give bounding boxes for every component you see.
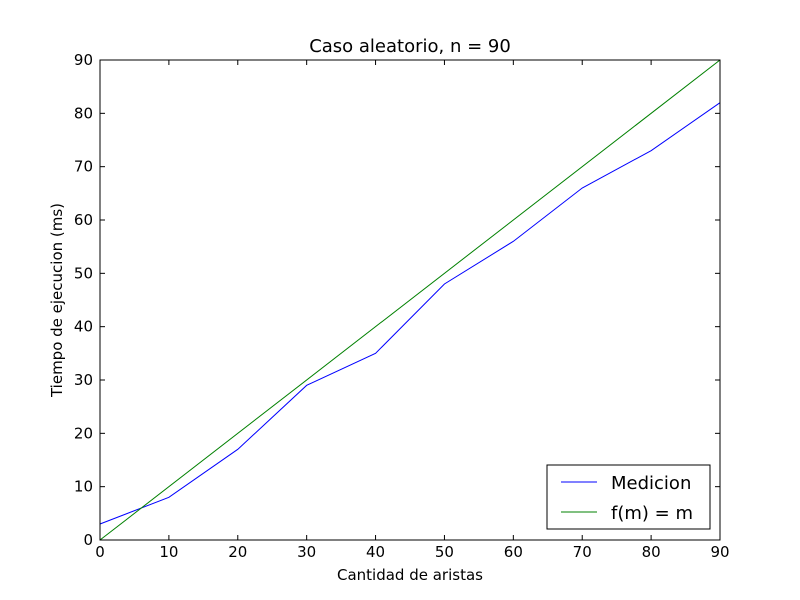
chart-title: Caso aleatorio, n = 90: [309, 36, 511, 57]
legend: Medicion f(m) = m: [546, 464, 711, 530]
x-axis-label: Cantidad de aristas: [337, 566, 483, 584]
legend-label-f-m: f(m) = m: [611, 503, 693, 524]
x-tick-label: 90: [710, 543, 729, 561]
x-tick-label: 0: [95, 543, 105, 561]
x-tick-label: 30: [297, 543, 316, 561]
y-tick-label: 50: [74, 264, 93, 282]
y-tick-label: 80: [74, 104, 93, 122]
series-layer: [99, 59, 721, 541]
y-tick-label: 20: [74, 424, 93, 442]
x-tick-label: 60: [504, 543, 523, 561]
y-tick-label: 60: [74, 211, 93, 229]
x-tick-label: 70: [573, 543, 592, 561]
y-tick-label: 40: [74, 318, 93, 336]
legend-box: [546, 464, 711, 530]
x-tick-label: 80: [642, 543, 661, 561]
series-line-0: [99, 102, 721, 525]
x-tick-label: 20: [228, 543, 247, 561]
legend-label-medicion: Medicion: [611, 473, 691, 494]
y-tick-label: 70: [74, 158, 93, 176]
x-tick-label: 10: [159, 543, 178, 561]
series-line-1: [99, 59, 721, 541]
ticks-layer: 0 10 20 30 40 50 60 70 80 90 0 10 20 30 40 50 60 70 80 90: [74, 51, 730, 561]
y-axis-label: Tiempo de ejecucion (ms): [48, 203, 66, 398]
y-tick-label: 0: [83, 531, 93, 549]
x-tick-label: 50: [435, 543, 454, 561]
y-tick-label: 90: [74, 51, 93, 69]
y-tick-label: 10: [74, 478, 93, 496]
plot-frame: [99, 59, 721, 541]
y-tick-label: 30: [74, 371, 93, 389]
x-tick-label: 40: [366, 543, 385, 561]
